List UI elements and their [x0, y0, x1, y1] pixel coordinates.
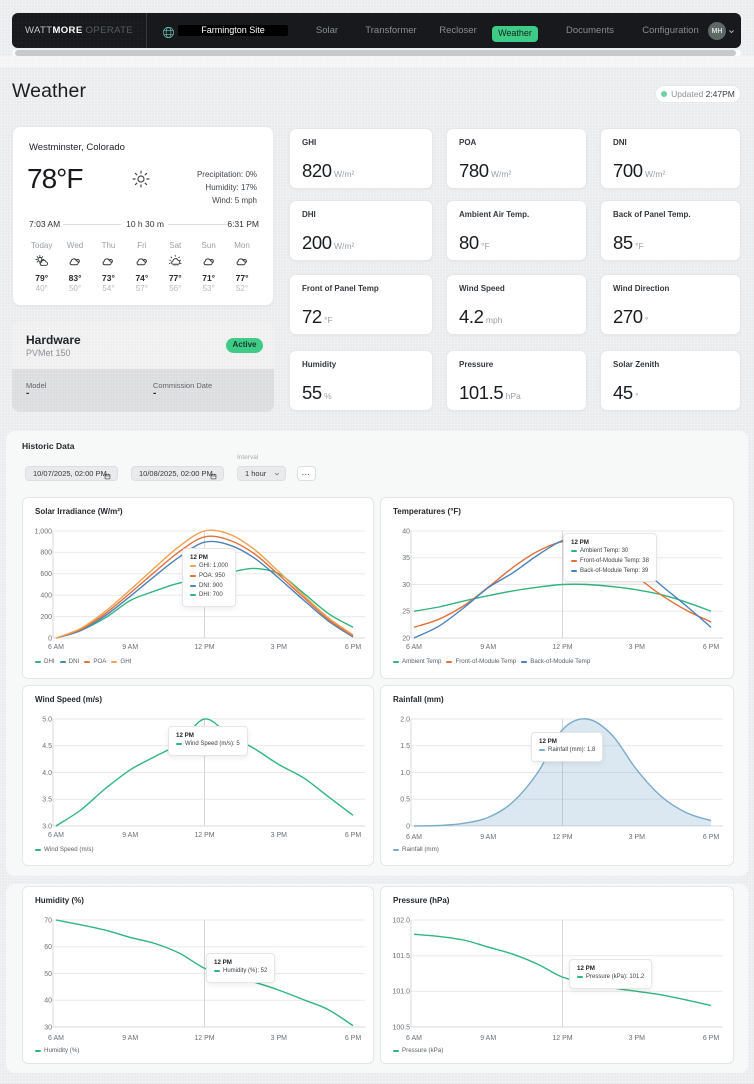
svg-text:12 PM: 12 PM	[194, 1035, 214, 1042]
svg-text:3 PM: 3 PM	[271, 832, 288, 839]
svg-text:30: 30	[402, 582, 410, 589]
svg-text:60: 60	[44, 944, 52, 951]
svg-text:6 PM: 6 PM	[703, 1035, 720, 1042]
svg-text:30: 30	[44, 1024, 52, 1031]
svg-text:6 PM: 6 PM	[345, 832, 362, 839]
svg-text:3 PM: 3 PM	[271, 644, 288, 651]
svg-text:12 PM: 12 PM	[552, 644, 572, 651]
svg-text:12 PM: 12 PM	[194, 644, 214, 651]
svg-text:6 AM: 6 AM	[48, 832, 64, 839]
svg-text:6 AM: 6 AM	[406, 1035, 422, 1042]
svg-text:6 AM: 6 AM	[48, 644, 64, 651]
svg-text:1.5: 1.5	[400, 743, 410, 750]
svg-text:6 AM: 6 AM	[406, 834, 422, 841]
svg-text:6 PM: 6 PM	[345, 1035, 362, 1042]
svg-text:102.0: 102.0	[392, 917, 410, 924]
svg-text:6 AM: 6 AM	[48, 1035, 64, 1042]
svg-text:3 PM: 3 PM	[629, 834, 646, 841]
svg-text:9 AM: 9 AM	[122, 644, 138, 651]
svg-text:20: 20	[402, 635, 410, 642]
svg-text:9 AM: 9 AM	[122, 1035, 138, 1042]
svg-text:70: 70	[44, 917, 52, 924]
svg-text:9 AM: 9 AM	[480, 1035, 496, 1042]
svg-text:12 PM: 12 PM	[552, 834, 572, 841]
svg-text:25: 25	[402, 609, 410, 616]
svg-text:40: 40	[44, 998, 52, 1005]
svg-text:600: 600	[40, 571, 52, 578]
svg-text:1,000: 1,000	[34, 528, 52, 535]
svg-text:100.5: 100.5	[392, 1024, 410, 1031]
svg-text:12 PM: 12 PM	[194, 832, 214, 839]
svg-text:40: 40	[402, 528, 410, 535]
svg-text:800: 800	[40, 550, 52, 557]
svg-text:50: 50	[44, 971, 52, 978]
svg-text:400: 400	[40, 593, 52, 600]
svg-text:0: 0	[406, 823, 410, 830]
svg-text:6 PM: 6 PM	[703, 834, 720, 841]
svg-text:101.5: 101.5	[392, 953, 410, 960]
svg-text:9 AM: 9 AM	[480, 644, 496, 651]
svg-text:9 AM: 9 AM	[480, 834, 496, 841]
svg-text:3 PM: 3 PM	[629, 1035, 646, 1042]
svg-text:1.0: 1.0	[400, 770, 410, 777]
svg-text:6 PM: 6 PM	[703, 644, 720, 651]
svg-text:3.0: 3.0	[42, 823, 52, 830]
svg-text:0: 0	[48, 635, 52, 642]
svg-text:4.5: 4.5	[42, 743, 52, 750]
svg-text:3 PM: 3 PM	[629, 644, 646, 651]
svg-text:4.0: 4.0	[42, 770, 52, 777]
svg-text:9 AM: 9 AM	[122, 832, 138, 839]
svg-text:0.5: 0.5	[400, 797, 410, 804]
svg-text:3.5: 3.5	[42, 797, 52, 804]
svg-text:35: 35	[402, 555, 410, 562]
svg-text:6 PM: 6 PM	[345, 644, 362, 651]
svg-text:101.0: 101.0	[392, 989, 410, 996]
svg-text:2.0: 2.0	[400, 716, 410, 723]
svg-text:6 AM: 6 AM	[406, 644, 422, 651]
svg-text:12 PM: 12 PM	[552, 1035, 572, 1042]
svg-text:200: 200	[40, 614, 52, 621]
svg-text:5.0: 5.0	[42, 716, 52, 723]
svg-text:3 PM: 3 PM	[271, 1035, 288, 1042]
